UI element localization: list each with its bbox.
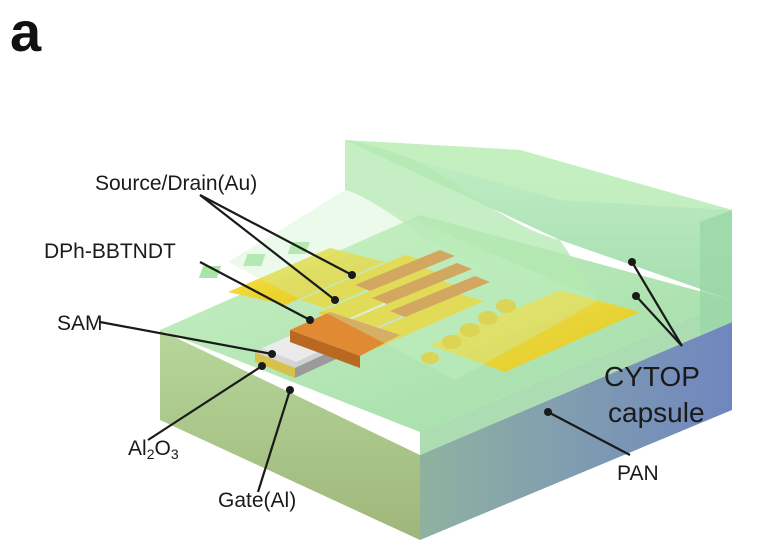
leader-lines: [99, 194, 683, 493]
label-sam: SAM: [57, 312, 103, 335]
label-substrate: PAN: [617, 462, 659, 485]
substrate-block: [160, 300, 732, 540]
label-encapsulation-line1: CYTOP: [604, 361, 700, 392]
panel-label: a: [10, 0, 42, 63]
label-encapsulation-line2: capsule: [608, 397, 705, 428]
label-semiconductor: DPh-BBTNDT: [44, 240, 176, 263]
semiconductor-layer: [290, 250, 490, 368]
label-gate: Gate(Al): [218, 489, 296, 512]
label-dielectric: Al2O3: [128, 437, 179, 462]
label-source-drain: Source/Drain(Au): [95, 172, 257, 195]
